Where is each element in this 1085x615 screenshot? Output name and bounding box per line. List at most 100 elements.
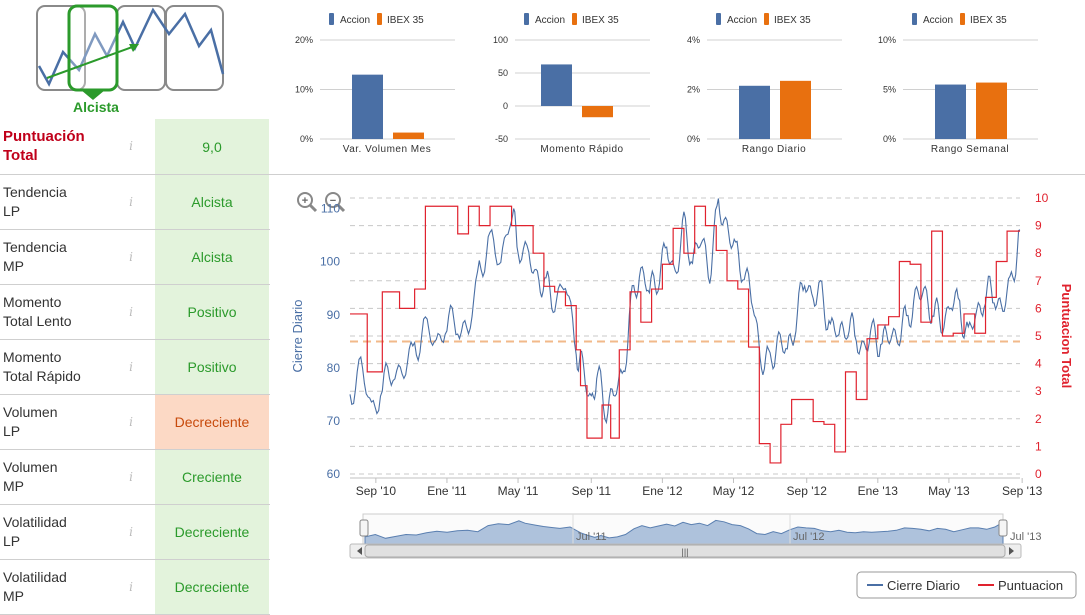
trend-label: Alcista <box>73 99 119 115</box>
right-tick-label: 5 <box>1035 329 1042 343</box>
bar-ibex <box>976 82 1007 139</box>
tick-label: 0% <box>687 134 700 144</box>
indicator-label-line1: Volatilidad <box>3 514 67 530</box>
zoom-out-icon[interactable]: − <box>325 192 346 213</box>
right-tick-label: 9 <box>1035 219 1042 233</box>
right-tick-label: 1 <box>1035 439 1042 453</box>
x-tick-label: Ene '13 <box>858 484 899 498</box>
info-icon[interactable]: i <box>129 360 133 374</box>
indicator-label: Momento Total Lento <box>3 293 123 331</box>
indicator-label: Volumen MP <box>3 458 123 496</box>
tick-label: 0 <box>503 101 508 111</box>
tick-label: 20% <box>295 35 313 45</box>
navigator-label: Jul '13 <box>1010 531 1041 543</box>
navigator-label: Jul '12 <box>793 531 824 543</box>
scrollbar-thumb <box>364 544 1006 558</box>
mini-chart-momento-rapido: Accion IBEX 35 100 50 0 -50 Momento Rápido <box>493 13 650 155</box>
bar-accion <box>739 85 770 139</box>
left-axis-title: Cierre Diario <box>290 300 305 373</box>
indicator-label-line1: Tendencia <box>3 184 67 200</box>
indicator-label-line2: MP <box>3 258 24 274</box>
indicator-value: Decreciente <box>155 560 269 614</box>
navigator-area <box>364 519 1004 545</box>
indicator-row: Momento Total Lento i Positivo <box>0 285 270 340</box>
info-icon[interactable]: i <box>129 195 133 209</box>
indicator-value: Alcista <box>155 175 269 229</box>
indicator-label-line2: LP <box>3 423 21 439</box>
chart-title: Rango Diario <box>742 144 806 155</box>
left-tick-label: 110 <box>321 202 340 216</box>
info-icon[interactable]: i <box>129 525 133 539</box>
navigator-handle-left[interactable] <box>359 519 369 537</box>
tick-label: 10% <box>295 85 313 95</box>
legend-swatch-accion <box>524 13 529 25</box>
trend-chart-icon <box>36 4 225 100</box>
chart-legend[interactable]: Cierre Diario Puntuacion <box>856 571 1077 599</box>
info-icon[interactable]: i <box>129 139 133 153</box>
info-icon[interactable]: i <box>129 305 133 319</box>
left-tick-label: 80 <box>327 361 341 375</box>
indicator-row: Volumen MP i Creciente <box>0 450 270 505</box>
legend-label-accion: Accion <box>923 15 953 26</box>
right-tick-label: 8 <box>1035 246 1042 260</box>
range-navigator[interactable]: Jul '11 Jul '12 Jul '13 <box>359 513 1041 545</box>
indicator-value: Decreciente <box>155 395 269 449</box>
x-tick-label: May '13 <box>928 484 970 498</box>
indicator-row: Volatilidad MP i Decreciente <box>0 560 270 615</box>
mini-chart-rango-semanal: Accion IBEX 35 10% 5% 0% Rango Semanal <box>878 13 1038 155</box>
zoom-in-icon[interactable]: + <box>297 192 318 213</box>
indicator-label-line2: LP <box>3 533 21 549</box>
indicator-row: Tendencia LP i Alcista <box>0 175 270 230</box>
legend-label-accion: Accion <box>535 15 565 26</box>
x-tick-label: Sep '13 <box>1002 484 1043 498</box>
score-panel: Alcista Puntuación Total i 9,0 Tendencia LP i A… <box>0 0 270 615</box>
indicator-row: Volatilidad LP i Decreciente <box>0 505 270 560</box>
legend-swatch-ibex <box>764 13 769 25</box>
x-tick-label: May '11 <box>498 484 539 498</box>
scrollbar-grip: ||| <box>681 547 688 557</box>
navigator-handle-right[interactable] <box>998 519 1008 537</box>
scroll-right-icon <box>1009 547 1014 555</box>
indicator-value: 9,0 <box>155 119 269 174</box>
mini-chart-volumen-mes: Accion IBEX 35 20% 10% 0% Var. Volumen Mes <box>295 13 455 155</box>
tick-label: 100 <box>493 35 508 45</box>
indicator-label-line2: MP <box>3 588 24 604</box>
scroll-left-icon <box>357 547 362 555</box>
tick-label: 2% <box>687 85 700 95</box>
bar-accion <box>352 74 383 139</box>
indicator-label-line1: Tendencia <box>3 239 67 255</box>
legend-label-score: Puntuacion <box>998 578 1063 593</box>
indicator-label-line2: MP <box>3 478 24 494</box>
legend-swatch-ibex <box>572 13 577 25</box>
indicator-label: Puntuación Total <box>3 127 123 165</box>
info-icon[interactable]: i <box>129 580 133 594</box>
chart-title: Momento Rápido <box>540 144 623 155</box>
indicator-value: Decreciente <box>155 505 269 559</box>
scrollbar[interactable]: ||| <box>349 543 1022 559</box>
series-line-cierre-diario <box>349 198 1021 425</box>
indicator-label-line2: Total Rápido <box>3 368 81 384</box>
x-tick-label: Sep '11 <box>572 484 612 498</box>
info-icon[interactable]: i <box>129 250 133 264</box>
indicator-row: Momento Total Rápido i Positivo <box>0 340 270 395</box>
x-tick-label: May '12 <box>713 484 755 498</box>
indicator-table: Puntuación Total i 9,0 Tendencia LP i Alcista Te… <box>0 119 270 615</box>
zoom-out-glyph: − <box>330 195 336 207</box>
legend-label-accion: Accion <box>340 15 370 26</box>
legend-swatch-accion <box>912 13 917 25</box>
left-tick-label: 70 <box>327 414 341 428</box>
indicator-label-line1: Momento <box>3 349 62 365</box>
right-tick-label: 10 <box>1035 191 1049 205</box>
info-icon[interactable]: i <box>129 470 133 484</box>
legend-frame <box>856 571 1077 599</box>
chart-title: Rango Semanal <box>931 144 1009 155</box>
indicator-label-line1: Puntuación <box>3 128 85 145</box>
legend-label-ibex: IBEX 35 <box>774 15 811 26</box>
right-tick-label: 4 <box>1035 357 1042 371</box>
divider <box>270 174 1085 175</box>
indicator-label-line1: Momento <box>3 294 62 310</box>
info-icon[interactable]: i <box>129 415 133 429</box>
indicator-label-line2: Total <box>3 147 38 164</box>
legend-swatch-ibex <box>377 13 382 25</box>
